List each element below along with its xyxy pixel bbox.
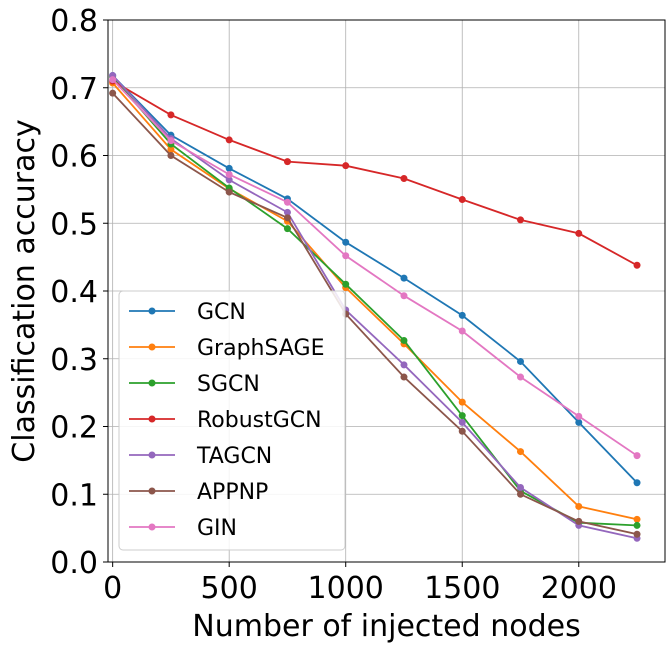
data-point-robustgcn (517, 216, 525, 224)
legend-marker-robustgcn (148, 415, 156, 423)
series-line-gin (112, 78, 638, 457)
x-tick-label: 1000 (308, 571, 384, 606)
legend-marker-graphsage (148, 343, 156, 351)
data-point-robustgcn (225, 136, 233, 144)
data-point-gin (400, 292, 408, 300)
data-point-gin (517, 373, 525, 381)
data-point-gin (633, 452, 641, 460)
series-gcn (109, 72, 641, 487)
data-point-robustgcn (283, 158, 291, 166)
series-line-robustgcn (112, 80, 638, 267)
y-tick-label: 0.3 (50, 343, 98, 378)
legend-label-gin: GIN (197, 516, 237, 541)
data-point-appnp (167, 152, 175, 159)
legend-label-tagcn: TAGCN (196, 444, 272, 469)
data-point-robustgcn (400, 175, 408, 183)
data-point-appnp (517, 490, 525, 498)
legend-label-graphsage: GraphSAGE (197, 336, 324, 361)
data-point-robustgcn (633, 261, 641, 269)
y-tick-label: 0.7 (50, 72, 98, 107)
legend-marker-gcn (148, 307, 156, 315)
data-point-gcn (575, 418, 583, 426)
x-axis-title: Number of injected nodes (192, 609, 580, 644)
data-point-appnp (400, 373, 408, 381)
axis-ticks: 0 500 1000 1500 2000 0.0 0.1 0.2 0.3 0.4 0.5 0.6 0.7… (50, 4, 617, 606)
data-point-gcn (225, 164, 233, 172)
data-point-tagcn (225, 176, 233, 184)
y-axis-title: Classification accuracy (7, 119, 42, 462)
series-line-tagcn (112, 74, 638, 540)
data-point-graphsage (517, 448, 525, 456)
legend-marker-tagcn (148, 451, 156, 459)
data-point-appnp (283, 214, 291, 222)
y-tick-label: 0.0 (50, 546, 98, 581)
legend-marker-gin (148, 523, 156, 531)
data-point-sgcn (283, 225, 291, 233)
data-point-robustgcn (342, 162, 350, 170)
data-point-gin (342, 252, 350, 260)
data-point-graphsage (633, 515, 641, 523)
data-point-robustgcn (458, 196, 466, 204)
x-tick-label: 2000 (541, 571, 617, 606)
y-tick-label: 0.1 (50, 478, 98, 513)
data-point-tagcn (400, 361, 408, 369)
data-point-gin (458, 327, 466, 335)
data-point-tagcn (283, 208, 291, 216)
data-point-gin (225, 170, 233, 178)
data-point-appnp (575, 517, 583, 525)
data-point-gcn (400, 274, 408, 282)
legend-marker-appnp (148, 487, 156, 495)
data-point-gcn (458, 311, 466, 319)
data-point-appnp (109, 89, 117, 97)
series-appnp (109, 89, 641, 538)
data-point-robustgcn (575, 229, 583, 237)
data-point-sgcn (458, 412, 466, 420)
data-point-gin (167, 137, 175, 145)
data-point-gin (283, 198, 291, 206)
data-point-appnp (633, 530, 641, 538)
y-tick-label: 0.6 (50, 140, 98, 175)
series-line-appnp (112, 92, 638, 536)
data-point-appnp (225, 188, 233, 196)
y-tick-label: 0.8 (50, 4, 98, 39)
legend-marker-sgcn (148, 379, 156, 387)
legend: GCN GraphSAGE SGCN RobustGCN TAGCN APPNP GIN (118, 290, 346, 551)
series-robustgcn (109, 77, 641, 269)
legend-label-appnp: APPNP (197, 480, 268, 505)
x-tick-label: 0 (103, 571, 122, 606)
data-point-appnp (458, 427, 466, 435)
data-point-sgcn (342, 280, 350, 288)
data-point-tagcn (458, 418, 466, 426)
y-tick-label: 0.5 (50, 207, 98, 242)
legend-label-robustgcn: RobustGCN (197, 408, 322, 433)
series-gin (109, 76, 641, 460)
data-point-gcn (342, 238, 350, 246)
data-point-tagcn (517, 483, 525, 491)
data-point-graphsage (167, 145, 175, 153)
data-point-gcn (633, 479, 641, 487)
legend-label-sgcn: SGCN (197, 372, 260, 397)
series-line-graphsage (112, 82, 638, 521)
y-tick-label: 0.2 (50, 411, 98, 446)
data-point-sgcn (400, 336, 408, 344)
x-tick-label: 500 (201, 571, 258, 606)
data-point-gin (575, 412, 583, 420)
legend-label-gcn: GCN (197, 300, 246, 325)
data-point-graphsage (575, 502, 583, 510)
data-point-sgcn (633, 521, 641, 529)
y-tick-label: 0.4 (50, 275, 98, 310)
series-line-gcn (112, 74, 638, 484)
data-point-graphsage (458, 398, 466, 406)
data-point-gcn (517, 357, 525, 365)
series-layer (109, 72, 641, 542)
data-point-robustgcn (167, 111, 175, 119)
x-tick-label: 1500 (424, 571, 500, 606)
data-point-gin (109, 76, 117, 84)
legend-box (118, 290, 346, 551)
